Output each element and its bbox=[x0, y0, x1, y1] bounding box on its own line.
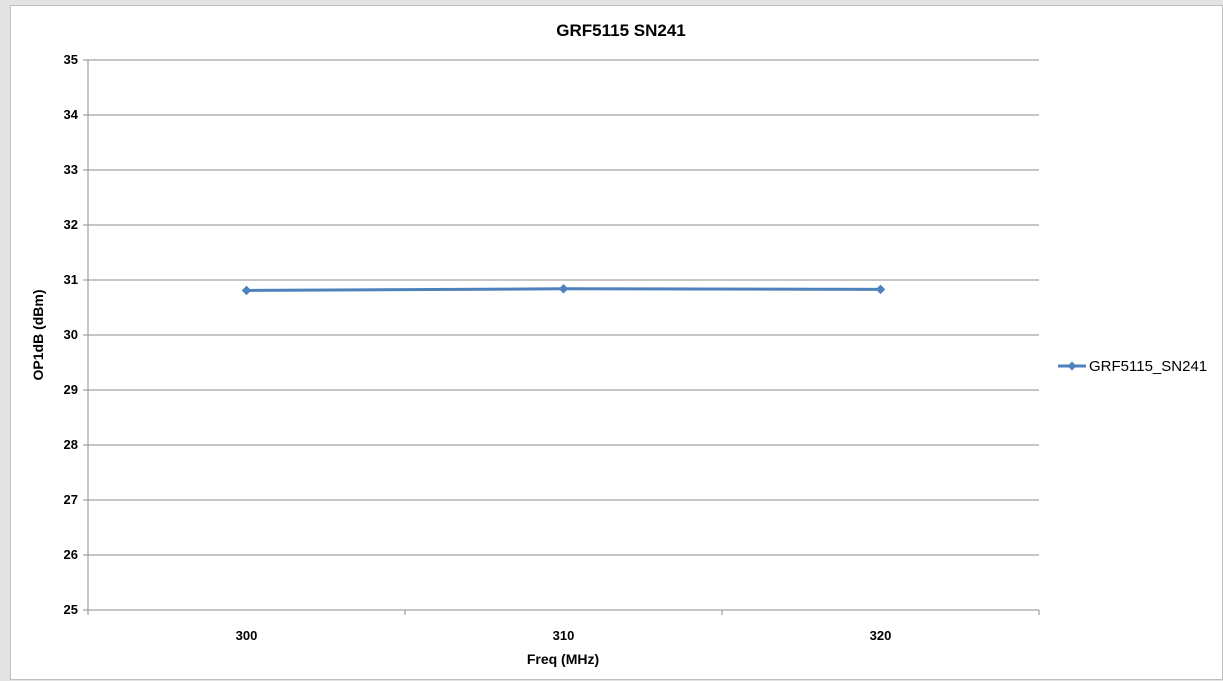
x-tick-label: 320 bbox=[870, 628, 892, 643]
data-point-marker bbox=[558, 283, 569, 294]
axes bbox=[83, 59, 1040, 615]
y-tick-label: 26 bbox=[64, 547, 78, 562]
x-axis-title: Freq (MHz) bbox=[527, 651, 599, 667]
legend: GRF5115_SN241 bbox=[1058, 358, 1207, 375]
y-tick-label: 34 bbox=[64, 107, 79, 122]
y-tick-label: 27 bbox=[64, 492, 78, 507]
series-lines bbox=[241, 283, 886, 296]
legend-marker bbox=[1067, 361, 1077, 371]
y-axis-title: OP1dB (dBm) bbox=[30, 290, 46, 381]
data-point-marker bbox=[875, 284, 886, 295]
y-tick-label: 29 bbox=[64, 382, 78, 397]
x-tick-label: 300 bbox=[236, 628, 258, 643]
x-tick-labels: 300 310 320 bbox=[236, 628, 892, 643]
data-point-marker bbox=[241, 285, 252, 296]
chart-container: GRF5115 SN241 25 26 27 28 29 30 31 32 33 34 35 300… bbox=[10, 5, 1223, 680]
y-tick-label: 32 bbox=[64, 217, 78, 232]
y-tick-label: 25 bbox=[64, 602, 78, 617]
y-tick-label: 30 bbox=[64, 327, 78, 342]
legend-label: GRF5115_SN241 bbox=[1089, 358, 1207, 375]
chart-svg: GRF5115 SN241 25 26 27 28 29 30 31 32 33 34 35 300… bbox=[30, 21, 1207, 667]
y-tick-label: 28 bbox=[64, 437, 78, 452]
gridlines bbox=[88, 59, 1039, 611]
y-tick-labels: 25 26 27 28 29 30 31 32 33 34 35 bbox=[64, 52, 79, 617]
x-tick-label: 310 bbox=[553, 628, 575, 643]
y-tick-label: 31 bbox=[64, 272, 78, 287]
y-tick-label: 33 bbox=[64, 162, 78, 177]
y-tick-label: 35 bbox=[64, 52, 78, 67]
chart-title: GRF5115 SN241 bbox=[556, 21, 685, 40]
